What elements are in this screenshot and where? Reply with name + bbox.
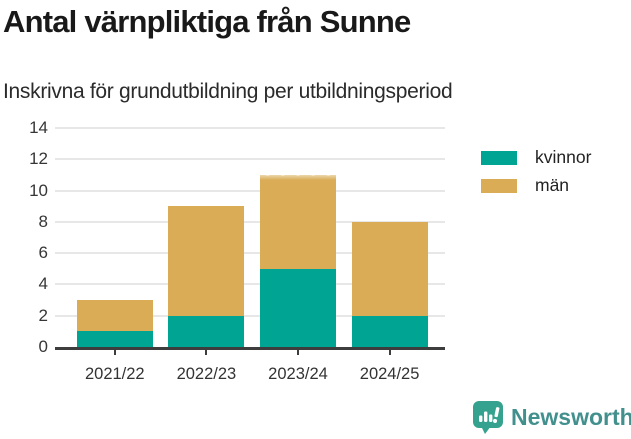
legend-item-män: män	[481, 175, 591, 195]
gridline-14	[55, 127, 445, 129]
bar-segment-män-2024/25	[351, 221, 428, 316]
legend-label: kvinnor	[535, 147, 592, 167]
x-axis-tick	[388, 350, 391, 355]
bar-segment-kvinnor-2021/22	[76, 331, 153, 347]
gridline-12	[55, 158, 445, 161]
bar-segment-kvinnor-2024/25	[351, 315, 428, 347]
page-subtitle: Inskrivna för grundutbildning per utbild…	[3, 80, 453, 103]
y-axis-label: 10	[29, 180, 48, 200]
y-axis-label: 0	[38, 337, 48, 356]
y-axis-label: 6	[38, 243, 48, 263]
bar-segment-män-2021/22	[76, 300, 153, 332]
page-title: Antal värnpliktiga från Sunne	[3, 4, 411, 39]
y-axis-label: 4	[38, 274, 48, 294]
x-axis-label: 2024/25	[359, 365, 420, 383]
y-axis-label: 8	[38, 211, 48, 231]
x-axis-label: 2021/22	[84, 365, 145, 383]
x-axis-label: 2022/23	[176, 365, 237, 383]
bar-segment-kvinnor-2023/24	[260, 268, 336, 347]
legend-label: män	[535, 175, 570, 195]
gridline-10	[55, 189, 445, 192]
x-axis-label: 2023/24	[268, 365, 328, 383]
x-axis-tick	[205, 350, 208, 355]
gridline-2	[55, 314, 445, 317]
bar-segment-män-2022/23	[168, 206, 245, 316]
newsworthy-logo-icon	[473, 401, 503, 434]
gridline-6	[55, 252, 445, 255]
gridline-4	[55, 283, 445, 286]
y-axis-label: 14	[29, 118, 48, 137]
x-axis-tick	[113, 350, 116, 355]
gridline-8	[55, 220, 445, 223]
y-axis-label: 12	[29, 149, 48, 169]
legend-item-kvinnor: kvinnor	[481, 147, 592, 167]
legend: kvinnor män	[481, 147, 592, 205]
frayed-bar-top	[260, 169, 336, 183]
x-axis-tick	[297, 350, 299, 355]
legend-swatch-män	[481, 178, 517, 193]
plot-area: 0 2 4 6 8 10 12 14 2021/22 2022/23 2023/24 2024/25	[29, 118, 445, 383]
bar-segment-kvinnor-2022/23	[168, 315, 245, 347]
y-axis-label: 2	[38, 305, 48, 325]
newsworthy-wordmark: Newsworthy	[511, 404, 631, 430]
legend-swatch-kvinnor	[481, 150, 517, 165]
bar-segment-män-2023/24	[260, 169, 336, 269]
newsworthy-brand-link[interactable]: Newsworthy	[472, 400, 631, 435]
